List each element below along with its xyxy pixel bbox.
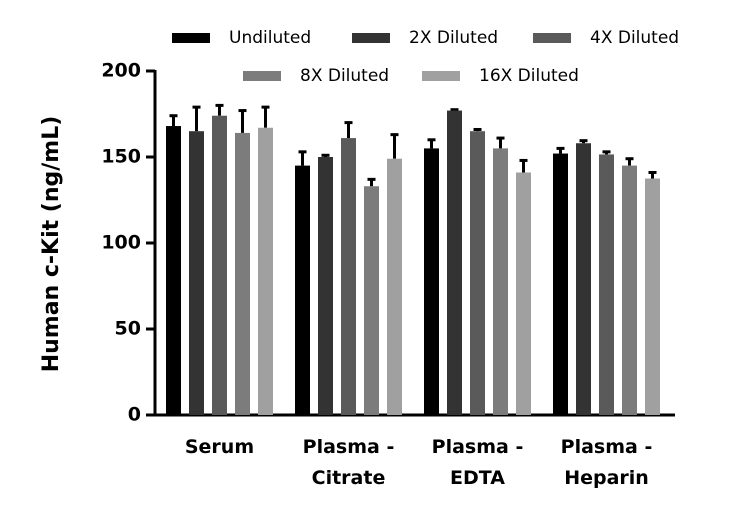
bar xyxy=(258,127,273,415)
category-label: Serum xyxy=(185,436,254,458)
bar xyxy=(553,153,568,415)
category-label: Heparin xyxy=(564,467,649,489)
bars xyxy=(166,103,660,416)
y-tick-label: 100 xyxy=(101,232,141,254)
bar xyxy=(189,131,204,415)
bar xyxy=(166,126,181,415)
y-tick-label: 0 xyxy=(128,404,141,426)
category-label: Plasma - xyxy=(561,436,653,458)
y-tick-label: 150 xyxy=(101,146,141,168)
category-labels: Serum Plasma - Citrate Plasma - EDTA Plasma -… xyxy=(185,436,652,489)
bar xyxy=(212,115,227,415)
category-label: Plasma - xyxy=(303,436,395,458)
legend-swatch xyxy=(352,33,390,43)
legend-swatch xyxy=(243,71,281,81)
bar xyxy=(318,157,333,415)
bar xyxy=(470,131,485,415)
legend-label: 2X Diluted xyxy=(409,28,498,48)
bar xyxy=(622,165,637,415)
bar xyxy=(364,186,379,415)
y-tick-label: 200 xyxy=(101,60,141,82)
legend: Undiluted 2X Diluted 4X Diluted 8X Diluted 1… xyxy=(172,28,679,86)
bar xyxy=(341,138,356,415)
bar xyxy=(447,110,462,415)
legend-label: Undiluted xyxy=(229,28,311,48)
bar xyxy=(424,148,439,415)
bar xyxy=(516,172,531,415)
legend-swatch xyxy=(172,33,210,43)
bar xyxy=(295,165,310,415)
bar xyxy=(493,148,508,415)
legend-label: 8X Diluted xyxy=(300,66,389,86)
bar xyxy=(387,158,402,415)
bar xyxy=(645,178,660,415)
bar xyxy=(576,143,591,416)
legend-swatch xyxy=(533,33,571,43)
category-label: Plasma - xyxy=(432,436,524,458)
legend-label: 4X Diluted xyxy=(590,28,679,48)
legend-label: 16X Diluted xyxy=(479,66,579,86)
category-label: Citrate xyxy=(312,467,386,489)
bar xyxy=(235,132,250,416)
y-tick-label: 50 xyxy=(115,318,141,340)
bar xyxy=(599,154,614,416)
category-label: EDTA xyxy=(450,467,505,489)
y-axis-label: Human c-Kit (ng/mL) xyxy=(39,116,64,373)
legend-swatch xyxy=(422,71,460,81)
